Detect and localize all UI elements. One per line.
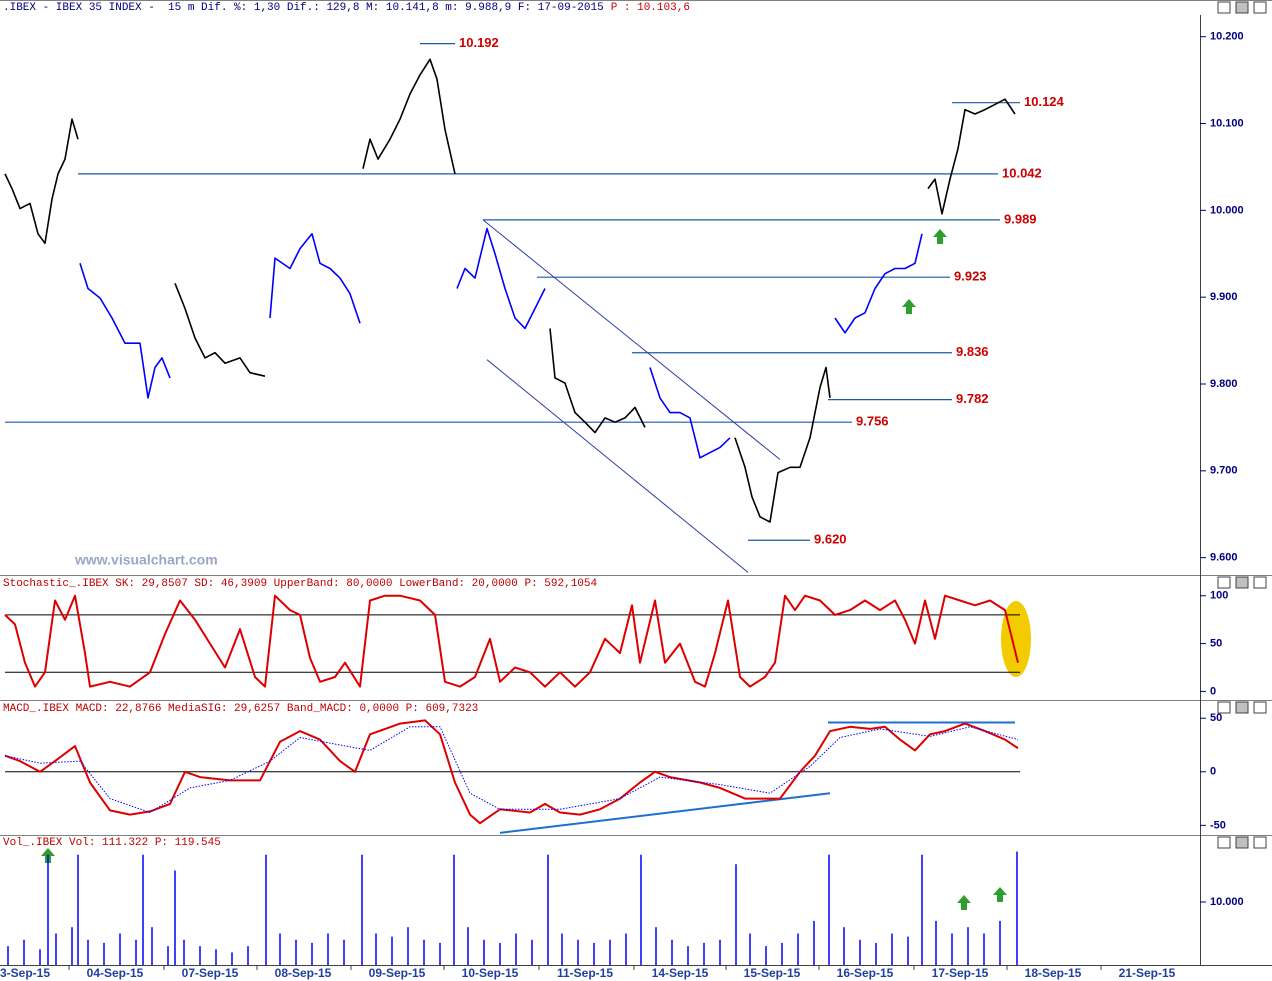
x-tick-label: 18-Sep-15 (1025, 966, 1082, 980)
arrow (902, 299, 916, 314)
series-line (79, 227, 923, 459)
arrow (993, 887, 1007, 902)
y-tick-label: 50 (1210, 637, 1222, 649)
arrow (933, 229, 947, 244)
series-line (4, 594, 1019, 688)
window-button (1253, 1, 1267, 14)
trendline (486, 359, 749, 573)
series-line (4, 726, 1019, 813)
level-label: 9.989 (1004, 211, 1037, 226)
level-label: 9.782 (956, 391, 989, 406)
y-tick-label: 0 (1210, 766, 1216, 778)
window-button (1235, 1, 1249, 14)
series-line (4, 719, 1019, 825)
x-tick-label: 04-Sep-15 (87, 966, 144, 980)
x-tick-label: 21-Sep-15 (1119, 966, 1176, 980)
arrow (957, 895, 971, 910)
panel-title: MACD_.IBEX MACD: 22,8766 MediaSIG: 29,62… (3, 703, 478, 715)
level-label: 9.756 (856, 414, 889, 429)
series-line (4, 58, 1016, 523)
x-tick-label: 09-Sep-15 (369, 966, 426, 980)
panel-title: Vol_.IBEX Vol: 111.322 P: 119.545 (3, 837, 221, 849)
level-label: 10.124 (1024, 94, 1065, 109)
level-label: 9.923 (954, 269, 987, 284)
x-tick-label: 15-Sep-15 (744, 966, 801, 980)
window-button (1217, 701, 1231, 714)
y-tick-label: 9.800 (1210, 378, 1238, 390)
trendline (499, 792, 831, 834)
y-tick-label: 10.000 (1210, 896, 1244, 908)
y-tick-label: 0 (1210, 685, 1216, 697)
level-label: 10.192 (459, 35, 499, 50)
y-tick-label: 9.600 (1210, 552, 1238, 564)
y-tick-label: 9.700 (1210, 465, 1238, 477)
window-button (1217, 576, 1231, 589)
level-label: 9.836 (956, 344, 989, 359)
window-button (1253, 701, 1267, 714)
window-button (1253, 836, 1267, 849)
watermark: www.visualchart.com (74, 552, 218, 568)
panel-title: .IBEX - IBEX 35 INDEX - 15 m Dif. %: 1,3… (3, 2, 604, 14)
x-tick-label: 17-Sep-15 (932, 966, 989, 980)
window-button (1253, 576, 1267, 589)
y-tick-label: 100 (1210, 590, 1228, 602)
window-button (1235, 836, 1249, 849)
y-tick-label: 10.200 (1210, 31, 1244, 43)
level-label: 10.042 (1002, 165, 1042, 180)
x-tick-label: 10-Sep-15 (462, 966, 519, 980)
window-button (1217, 836, 1231, 849)
y-tick-label: 9.900 (1210, 291, 1238, 303)
y-tick-label: 10.000 (1210, 204, 1244, 216)
x-tick-label: 11-Sep-15 (557, 966, 613, 980)
y-tick-label: 10.100 (1210, 117, 1244, 129)
panel-title-extra: P : 10.103,6 (611, 2, 690, 14)
y-tick-label: 50 (1210, 712, 1222, 724)
level-label: 9.620 (814, 532, 847, 547)
x-tick-label: 14-Sep-15 (652, 966, 709, 980)
highlight (1001, 601, 1031, 677)
panel-title: Stochastic_.IBEX SK: 29,8507 SD: 46,3909… (3, 578, 597, 590)
x-tick-label: 08-Sep-15 (275, 966, 332, 980)
x-tick-label: 07-Sep-15 (182, 966, 239, 980)
trendline (482, 219, 781, 460)
window-button (1235, 701, 1249, 714)
window-button (1217, 1, 1231, 14)
window-button (1235, 576, 1249, 589)
x-tick-label: 16-Sep-15 (837, 966, 894, 980)
y-tick-label: -50 (1210, 819, 1226, 831)
x-tick-label: 3-Sep-15 (0, 966, 50, 980)
